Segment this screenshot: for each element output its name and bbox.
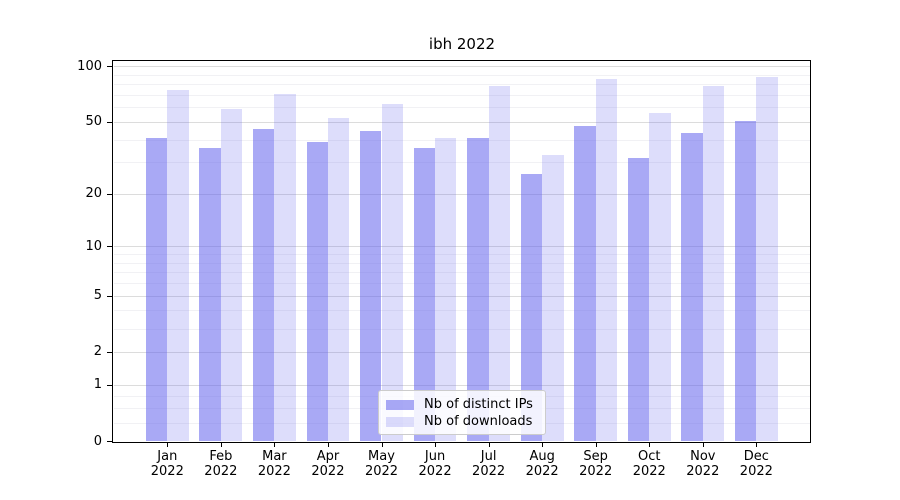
x-axis-tick-label: May 2022 xyxy=(364,449,399,480)
x-axis-tick-label: Oct 2022 xyxy=(632,449,666,480)
x-axis-tick xyxy=(488,442,490,447)
x-axis-tick-label: Aug 2022 xyxy=(525,449,559,480)
gridline-major xyxy=(114,121,810,123)
gridline-major xyxy=(114,295,810,297)
x-axis-tick-label: Jan 2022 xyxy=(150,449,184,480)
y-axis-tick xyxy=(107,246,112,248)
x-axis-tick xyxy=(381,442,383,447)
y-axis-tick-label: 5 xyxy=(93,288,102,304)
bar-downloads-apr xyxy=(327,117,350,442)
bar-distinct-ips-jun xyxy=(413,148,436,442)
gridline-major xyxy=(114,66,810,68)
gridline-major xyxy=(114,351,810,353)
bar-distinct-ips-sep xyxy=(574,125,596,442)
bar-downloads-mar xyxy=(274,94,296,442)
bar-distinct-ips-may xyxy=(360,130,382,442)
gridline-minor xyxy=(114,139,810,141)
bar-distinct-ips-feb xyxy=(199,148,221,442)
bar-downloads-may xyxy=(381,104,403,442)
gridline-minor xyxy=(114,310,810,312)
y-axis-tick xyxy=(107,351,112,353)
bar-distinct-ips-jan xyxy=(145,138,168,442)
legend-swatch-distinct-ips xyxy=(386,399,414,410)
gridline-minor xyxy=(114,328,810,330)
bar-downloads-jul xyxy=(488,85,510,442)
bar-distinct-ips-dec xyxy=(734,120,757,442)
legend-label-downloads: Nb of downloads xyxy=(424,414,533,429)
bar-downloads-jan xyxy=(167,90,189,442)
bar-downloads-sep xyxy=(595,79,618,442)
x-axis-tick xyxy=(220,442,222,447)
y-axis-tick-label: 20 xyxy=(85,186,102,202)
gridline-minor xyxy=(114,162,810,164)
y-axis-tick-label: 100 xyxy=(77,58,102,74)
y-axis-tick xyxy=(107,384,112,386)
x-axis-tick xyxy=(702,442,704,447)
x-axis-tick-label: Mar 2022 xyxy=(257,449,291,480)
x-axis-tick-label: Feb 2022 xyxy=(204,449,238,480)
legend-item-downloads: Nb of downloads xyxy=(386,414,537,429)
gridline-minor xyxy=(114,84,810,86)
x-axis-tick-label: Dec 2022 xyxy=(739,449,773,480)
y-axis-tick-label: 0 xyxy=(93,433,102,449)
x-axis-tick xyxy=(274,442,276,447)
x-axis-tick xyxy=(167,442,169,447)
x-axis-tick xyxy=(327,442,329,447)
gridline-major xyxy=(114,384,810,386)
gridline-minor xyxy=(114,272,810,274)
plot-area xyxy=(112,60,811,443)
y-axis-tick xyxy=(107,66,112,68)
x-axis-tick xyxy=(649,442,651,447)
bar-distinct-ips-nov xyxy=(681,132,703,442)
bar-downloads-jun xyxy=(435,138,457,442)
gridline-minor xyxy=(114,283,810,285)
x-axis-tick-label: Jun 2022 xyxy=(418,449,452,480)
y-axis-tick-label: 10 xyxy=(85,238,102,254)
x-axis-tick xyxy=(756,442,758,447)
legend-swatch-downloads xyxy=(386,416,414,427)
bar-downloads-dec xyxy=(756,77,778,442)
gridline-minor xyxy=(114,254,810,256)
legend: Nb of distinct IPs Nb of downloads xyxy=(378,390,546,435)
x-axis-tick-label: Nov 2022 xyxy=(686,449,720,480)
gridline-minor xyxy=(114,262,810,264)
y-axis-tick-label: 50 xyxy=(85,114,102,130)
y-axis-tick xyxy=(107,441,112,442)
bar-distinct-ips-jul xyxy=(467,138,489,442)
bar-distinct-ips-mar xyxy=(253,129,275,442)
x-axis-tick-label: Apr 2022 xyxy=(311,449,345,480)
chart-title: ibh 2022 xyxy=(428,35,496,53)
bar-distinct-ips-apr xyxy=(306,142,328,442)
x-axis-tick xyxy=(435,442,437,447)
y-axis-tick xyxy=(107,295,112,297)
x-axis-tick xyxy=(542,442,544,447)
x-axis-tick-label: Sep 2022 xyxy=(579,449,613,480)
bar-downloads-nov xyxy=(702,85,725,442)
gridline-minor xyxy=(114,95,810,97)
y-axis-tick xyxy=(107,121,112,123)
y-axis-tick-label: 1 xyxy=(93,377,102,393)
gridline-minor xyxy=(114,74,810,76)
gridline-major xyxy=(114,246,810,248)
bar-downloads-aug xyxy=(542,155,564,442)
x-axis-tick-label: Jul 2022 xyxy=(472,449,506,480)
x-axis-tick xyxy=(595,442,597,447)
legend-label-distinct-ips: Nb of distinct IPs xyxy=(424,397,533,412)
bar-downloads-oct xyxy=(649,113,671,442)
bar-distinct-ips-oct xyxy=(627,157,650,442)
y-axis-tick-label: 2 xyxy=(93,344,102,360)
bar-downloads-feb xyxy=(220,109,243,442)
gridline-minor xyxy=(114,107,810,109)
y-axis-tick xyxy=(107,193,112,195)
bar-distinct-ips-aug xyxy=(520,174,543,442)
gridline-major xyxy=(114,193,810,195)
legend-item-distinct-ips: Nb of distinct IPs xyxy=(386,397,537,412)
